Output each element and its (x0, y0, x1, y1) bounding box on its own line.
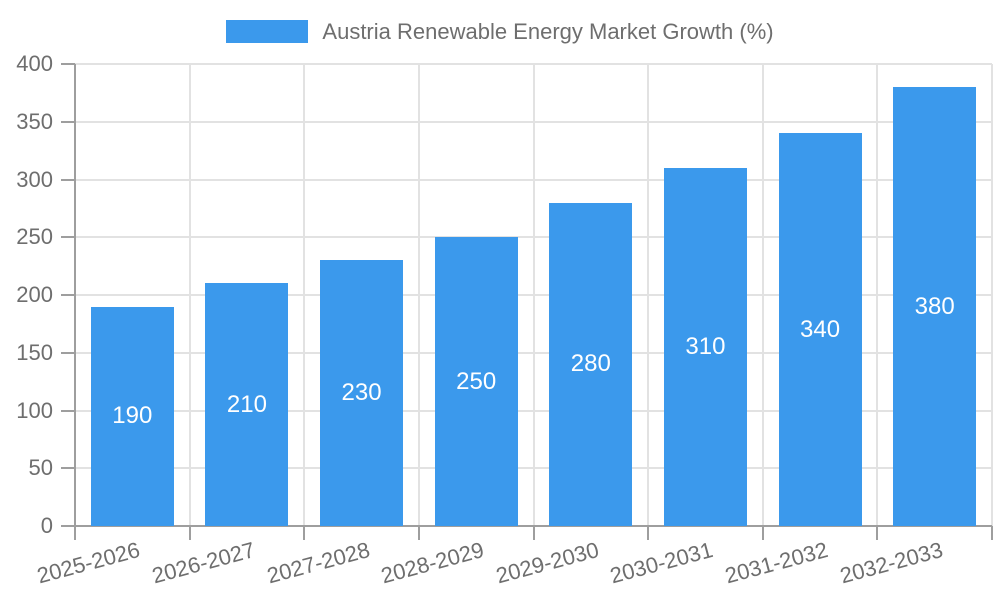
bar[interactable] (663, 167, 747, 526)
y-tick (61, 525, 75, 527)
x-gridline (532, 64, 535, 526)
y-tick-label: 350 (16, 108, 53, 134)
legend-label: Austria Renewable Energy Market Growth (… (322, 19, 774, 44)
bar-value-label: 280 (570, 350, 611, 378)
x-tick (991, 526, 993, 540)
bar-value-label: 380 (914, 292, 955, 320)
y-axis-line (74, 64, 76, 540)
x-gridline (876, 64, 879, 526)
bar[interactable] (320, 260, 404, 526)
legend-swatch-icon (226, 20, 309, 43)
y-tick-label: 50 (28, 455, 53, 481)
bar[interactable] (549, 202, 633, 526)
bar[interactable] (90, 306, 174, 526)
bar-value-label: 310 (685, 332, 726, 360)
y-tick-label: 250 (16, 224, 53, 250)
x-tick (761, 526, 764, 540)
chart-legend[interactable]: Austria Renewable Energy Market Growth (… (0, 18, 1000, 45)
bar[interactable] (893, 87, 977, 526)
x-axis-line (75, 525, 992, 527)
y-tick-label: 200 (16, 282, 53, 307)
x-tick (532, 526, 535, 540)
bar-value-label: 230 (341, 379, 382, 407)
y-tick (61, 120, 75, 123)
bar-value-label: 190 (112, 402, 153, 430)
x-gridline (761, 64, 764, 526)
x-gridline (417, 64, 420, 526)
x-gridline (303, 64, 306, 526)
x-gridline (647, 64, 650, 526)
bar-value-label: 340 (800, 315, 841, 343)
bar[interactable] (205, 283, 289, 526)
y-tick (61, 409, 75, 412)
x-tick (647, 526, 650, 540)
y-tick-label: 100 (16, 397, 53, 423)
bar[interactable] (434, 237, 518, 526)
y-tick (61, 63, 75, 65)
x-tick (303, 526, 306, 540)
y-tick (61, 178, 75, 181)
bar[interactable] (778, 133, 862, 526)
bar-value-label: 210 (226, 390, 267, 418)
y-tick (61, 351, 75, 354)
y-tick (61, 294, 75, 296)
y-tick-label: 150 (16, 339, 53, 365)
x-gridline (188, 64, 191, 526)
x-tick (417, 526, 420, 540)
y-tick-label: 300 (16, 166, 53, 192)
y-tick (61, 467, 75, 470)
x-tick (188, 526, 191, 540)
x-tick (876, 526, 879, 540)
x-gridline (991, 64, 993, 526)
y-tick-label: 400 (16, 51, 53, 76)
bar-value-label: 250 (456, 367, 497, 395)
y-tick (61, 236, 75, 239)
y-tick-label: 0 (40, 513, 53, 538)
